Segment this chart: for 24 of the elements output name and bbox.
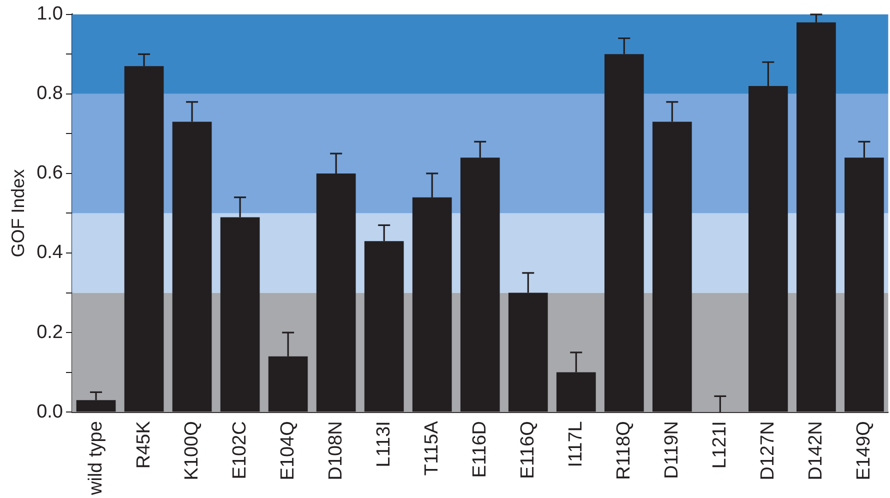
x-tick-label: R45K: [133, 420, 154, 469]
x-tick-label: K100Q: [181, 421, 202, 480]
x-tick-label: L121I: [709, 421, 730, 469]
x-tick-label: E102C: [229, 421, 250, 480]
y-tick-label: 0.2: [36, 322, 64, 343]
x-tick-label: L113I: [373, 421, 394, 468]
y-tick-label: 0.0: [36, 401, 64, 422]
x-tick-label: E116Q: [517, 421, 538, 479]
y-axis-title: GOF Index: [8, 169, 28, 258]
y-tick-label: 1.0: [36, 4, 64, 25]
x-tick-label: R118Q: [613, 421, 634, 480]
x-tick-label: T115A: [421, 420, 442, 476]
y-tick-label: 0.6: [36, 162, 64, 184]
x-tick-label: I117L: [565, 421, 586, 468]
x-tick-label: E149Q: [853, 421, 874, 480]
x-tick-label: E104Q: [277, 421, 298, 480]
x-tick-label: D127N: [757, 421, 778, 480]
x-tick-label: D108N: [325, 421, 346, 480]
x-tick-label: D142N: [805, 421, 826, 480]
y-tick-label: 0.8: [36, 83, 64, 104]
x-tick-label: wild type: [85, 421, 106, 496]
x-tick-label: D119N: [661, 421, 682, 479]
x-tick-label: E116D: [469, 421, 490, 478]
y-tick-label: 0.4: [36, 242, 64, 264]
